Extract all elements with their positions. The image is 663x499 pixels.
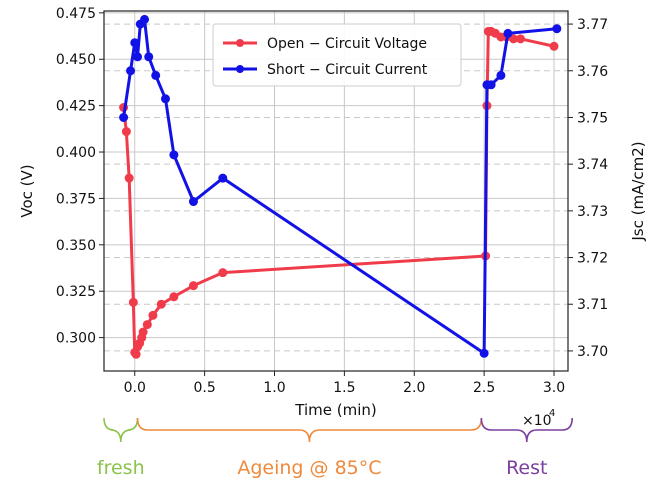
data-point — [552, 24, 562, 34]
data-point — [169, 292, 179, 302]
series-open-circuit-voltage — [119, 26, 559, 359]
phase-label: Ageing @ 85°C — [237, 457, 381, 479]
data-point — [142, 320, 152, 330]
data-point — [486, 80, 496, 90]
right-y-tick-label: 3.77 — [577, 17, 608, 33]
x-tick-label: 1.5 — [333, 380, 355, 396]
data-point — [160, 94, 170, 104]
phase-brace — [480, 417, 573, 443]
right-y-tick-label: 3.70 — [577, 344, 608, 360]
legend-entry: Open − Circuit Voltage — [223, 36, 427, 52]
legend-swatch-marker — [236, 39, 244, 47]
legend-label: Short − Circuit Current — [267, 62, 428, 78]
x-tick-label: 3.0 — [543, 380, 565, 396]
data-point — [188, 197, 198, 207]
data-point — [121, 127, 131, 137]
phase-label: Rest — [506, 457, 547, 479]
right-y-tick-label: 3.72 — [577, 251, 608, 267]
phase-brace — [103, 417, 139, 443]
phase-annotations: fresh Ageing @ 85°C Rest — [97, 417, 573, 479]
left-y-tick-label: 0.400 — [56, 145, 96, 161]
data-point — [188, 281, 198, 291]
x-axis-multiplier-exponent: 4 — [549, 408, 555, 419]
data-point — [496, 70, 506, 80]
axis-ticks: 0.0 0.5 1.0 1.5 2.0 2.5 3.0 0.300 0.325 0.350 0.37… — [56, 6, 608, 396]
left-y-tick-label: 0.475 — [56, 6, 96, 22]
x-tick-label: 0.5 — [193, 380, 215, 396]
right-y-tick-label: 3.75 — [577, 110, 608, 126]
series-short-circuit-current — [119, 14, 562, 358]
legend-label: Open − Circuit Voltage — [267, 36, 427, 52]
x-tick-label: 2.5 — [473, 380, 495, 396]
right-y-tick-label: 3.71 — [577, 297, 608, 313]
left-y-tick-label: 0.450 — [56, 52, 96, 68]
legend: Open − Circuit Voltage Short − Circuit Cu… — [212, 23, 462, 87]
data-point — [138, 327, 148, 337]
left-y-tick-label: 0.300 — [56, 331, 96, 347]
data-point — [148, 310, 158, 320]
phase-brace — [136, 417, 483, 443]
right-y-axis-label: Jsc (mA/cm2) — [629, 141, 647, 241]
data-point — [126, 66, 136, 76]
left-y-tick-label: 0.375 — [56, 191, 96, 207]
x-tick-label: 0.0 — [124, 380, 146, 396]
data-point — [218, 173, 228, 183]
data-point — [156, 299, 166, 309]
data-point — [119, 112, 129, 122]
data-point — [549, 41, 559, 51]
right-y-tick-label: 3.74 — [577, 157, 608, 173]
x-axis-multiplier: ×10 4 — [522, 408, 555, 429]
data-point — [128, 297, 138, 307]
legend-entry: Short − Circuit Current — [223, 62, 428, 78]
data-point — [503, 28, 513, 38]
left-y-axis-label: Voc (V) — [18, 164, 36, 217]
data-point — [124, 173, 134, 183]
data-point — [515, 34, 525, 44]
phase-label: fresh — [97, 457, 145, 479]
plot-area-frame — [103, 10, 569, 372]
data-point — [144, 52, 154, 62]
phase-annotation: fresh — [97, 417, 145, 479]
left-y-tick-label: 0.325 — [56, 284, 96, 300]
x-axis-multiplier-base: ×10 — [522, 413, 552, 429]
left-y-tick-label: 0.350 — [56, 238, 96, 254]
data-point — [130, 38, 140, 48]
x-tick-label: 2.0 — [403, 380, 425, 396]
series-layer — [119, 14, 562, 359]
data-point — [218, 268, 228, 278]
phase-annotation: Ageing @ 85°C — [136, 417, 483, 479]
data-point — [133, 52, 143, 62]
phase-annotation: Rest — [480, 417, 573, 479]
legend-swatch-marker — [236, 65, 244, 73]
right-y-tick-label: 3.73 — [577, 204, 608, 220]
data-point — [131, 349, 141, 359]
left-y-tick-label: 0.425 — [56, 99, 96, 115]
x-tick-label: 1.0 — [263, 380, 285, 396]
data-point — [140, 14, 150, 24]
data-point — [169, 150, 179, 160]
x-axis-label: Time (min) — [294, 401, 376, 419]
data-point — [479, 348, 489, 358]
data-point — [151, 70, 161, 80]
legend-box — [212, 23, 462, 87]
right-y-tick-label: 3.76 — [577, 64, 608, 80]
